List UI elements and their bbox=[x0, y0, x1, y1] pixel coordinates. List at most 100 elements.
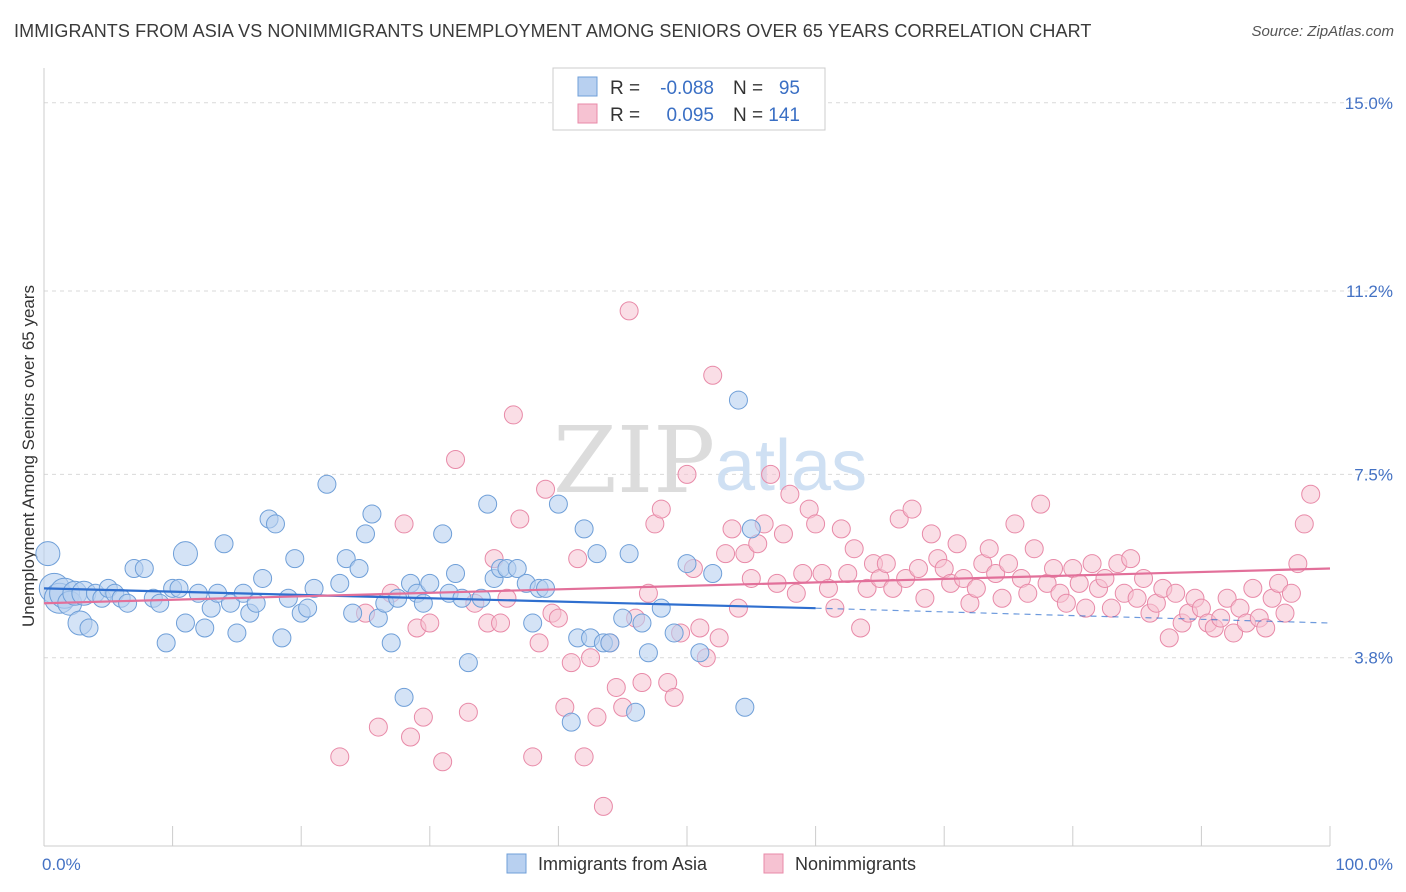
legend-r-value-1: -0.088 bbox=[660, 78, 714, 99]
nonimmigrants-points bbox=[330, 301, 1321, 816]
nonimmigrants-point-127 bbox=[1217, 588, 1237, 608]
nonimmigrants-point-27 bbox=[574, 747, 594, 767]
immigrants-point-92 bbox=[728, 390, 748, 410]
immigrants-point-34 bbox=[253, 568, 273, 588]
nonimmigrants-point-37 bbox=[638, 583, 658, 603]
immigrants-point-30 bbox=[227, 623, 247, 643]
nonimmigrants-point-96 bbox=[1018, 583, 1038, 603]
nonimmigrants-point-69 bbox=[844, 539, 864, 559]
nonimmigrants-point-136 bbox=[1275, 603, 1295, 623]
immigrants-point-65 bbox=[478, 494, 498, 514]
nonimmigrants-trend-line bbox=[43, 567, 1331, 605]
immigrants-point-36 bbox=[265, 514, 285, 534]
immigrants-point-91 bbox=[703, 563, 723, 583]
nonimmigrants-point-5 bbox=[401, 727, 421, 747]
immigrants-point-58 bbox=[420, 573, 440, 593]
immigrants-point-38 bbox=[278, 588, 298, 608]
immigrants-point-69 bbox=[507, 559, 527, 579]
legend-n-label-2: N = bbox=[733, 105, 763, 126]
immigrants-point-48 bbox=[356, 524, 375, 544]
axes bbox=[43, 68, 1331, 847]
immigrants-point-41 bbox=[298, 598, 318, 618]
immigrants-point-75 bbox=[561, 712, 581, 732]
immigrants-point-42 bbox=[304, 578, 324, 598]
legend-n-value-2: 141 bbox=[768, 105, 800, 126]
nonimmigrants-point-85 bbox=[947, 534, 967, 554]
nonimmigrants-point-10 bbox=[446, 450, 466, 470]
immigrants-point-28 bbox=[214, 534, 234, 554]
immigrants-point-18 bbox=[150, 593, 170, 613]
nonimmigrants-point-112 bbox=[1121, 549, 1141, 569]
immigrants-point-52 bbox=[381, 633, 401, 653]
nonimmigrants-point-4 bbox=[394, 514, 414, 534]
y-tick-label-3: 15.0% bbox=[1345, 94, 1393, 113]
immigrants-point-86 bbox=[638, 643, 658, 663]
immigrants-point-39 bbox=[285, 549, 305, 569]
immigrants-point-54 bbox=[394, 687, 414, 707]
immigrants-point-87 bbox=[651, 598, 671, 618]
nonimmigrants-point-113 bbox=[1127, 588, 1147, 608]
nonimmigrants-point-29 bbox=[587, 707, 607, 727]
nonimmigrants-point-58 bbox=[773, 524, 793, 544]
nonimmigrants-point-92 bbox=[992, 588, 1012, 608]
nonimmigrants-point-51 bbox=[728, 598, 748, 618]
nonimmigrants-point-98 bbox=[1031, 494, 1051, 514]
immigrants-point-43 bbox=[317, 474, 337, 494]
nonimmigrants-point-9 bbox=[433, 752, 453, 772]
legend-r-label-1: R = bbox=[610, 78, 640, 99]
nonimmigrants-point-43 bbox=[677, 464, 697, 484]
y-tick-labels: 3.8% 7.5% 11.2% 15.0% bbox=[1345, 94, 1393, 668]
series-legend: Immigrants from Asia Nonimmigrants bbox=[506, 853, 916, 874]
nonimmigrants-point-49 bbox=[716, 544, 736, 564]
chart-title: IMMIGRANTS FROM ASIA VS NONIMMIGRANTS UN… bbox=[14, 21, 1092, 41]
nonimmigrants-point-139 bbox=[1294, 514, 1314, 534]
nonimmigrants-point-50 bbox=[722, 519, 742, 539]
nonimmigrants-point-131 bbox=[1243, 578, 1263, 598]
nonimmigrants-point-109 bbox=[1101, 598, 1121, 618]
x-tick-label-1: 100.0% bbox=[1335, 855, 1393, 874]
bottom-legend-swatch-pink bbox=[763, 853, 784, 874]
nonimmigrants-point-21 bbox=[536, 479, 556, 499]
nonimmigrants-point-128 bbox=[1224, 623, 1244, 643]
x-tick-labels: 0.0% 100.0% bbox=[42, 855, 1393, 874]
nonimmigrants-point-79 bbox=[908, 559, 928, 579]
immigrants-trend-extension bbox=[815, 607, 1331, 624]
nonimmigrants-point-16 bbox=[497, 588, 517, 608]
nonimmigrants-point-138 bbox=[1288, 554, 1308, 574]
nonimmigrants-point-48 bbox=[709, 628, 729, 648]
nonimmigrants-point-41 bbox=[664, 687, 684, 707]
legend-box bbox=[552, 67, 826, 131]
nonimmigrants-point-118 bbox=[1159, 628, 1179, 648]
immigrants-trend-line bbox=[43, 587, 816, 610]
immigrants-point-82 bbox=[613, 608, 633, 628]
nonimmigrants-point-66 bbox=[825, 598, 845, 618]
nonimmigrants-point-102 bbox=[1056, 593, 1076, 613]
nonimmigrants-point-34 bbox=[619, 301, 639, 321]
immigrants-point-44 bbox=[330, 573, 350, 593]
immigrants-point-16 bbox=[134, 559, 154, 579]
immigrants-point-45 bbox=[336, 549, 356, 569]
watermark-zip: ZIP bbox=[553, 407, 715, 514]
immigrants-point-74 bbox=[548, 494, 568, 514]
nonimmigrants-point-77 bbox=[896, 568, 916, 588]
nonimmigrants-point-90 bbox=[979, 539, 999, 559]
nonimmigrants-point-2 bbox=[368, 717, 388, 737]
nonimmigrants-point-56 bbox=[761, 464, 781, 484]
x-tick-label-0: 0.0% bbox=[42, 855, 81, 874]
nonimmigrants-point-23 bbox=[548, 608, 568, 628]
nonimmigrants-point-119 bbox=[1166, 583, 1186, 603]
immigrants-point-21 bbox=[169, 578, 189, 598]
nonimmigrants-point-36 bbox=[632, 672, 652, 692]
nonimmigrants-point-76 bbox=[889, 509, 909, 529]
correlation-legend: R = -0.088 N = 95 R = 0.095 N = 141 bbox=[552, 67, 826, 131]
immigrants-point-25 bbox=[195, 618, 215, 638]
chart-source: Source: ZipAtlas.com bbox=[1251, 23, 1394, 40]
immigrants-point-79 bbox=[587, 544, 607, 564]
nonimmigrants-point-59 bbox=[780, 484, 800, 504]
nonimmigrants-point-93 bbox=[999, 554, 1018, 574]
nonimmigrants-point-68 bbox=[838, 563, 858, 583]
nonimmigrants-point-137 bbox=[1281, 583, 1301, 603]
nonimmigrants-point-8 bbox=[420, 613, 440, 633]
nonimmigrants-point-19 bbox=[523, 747, 543, 767]
nonimmigrants-point-39 bbox=[651, 499, 671, 519]
